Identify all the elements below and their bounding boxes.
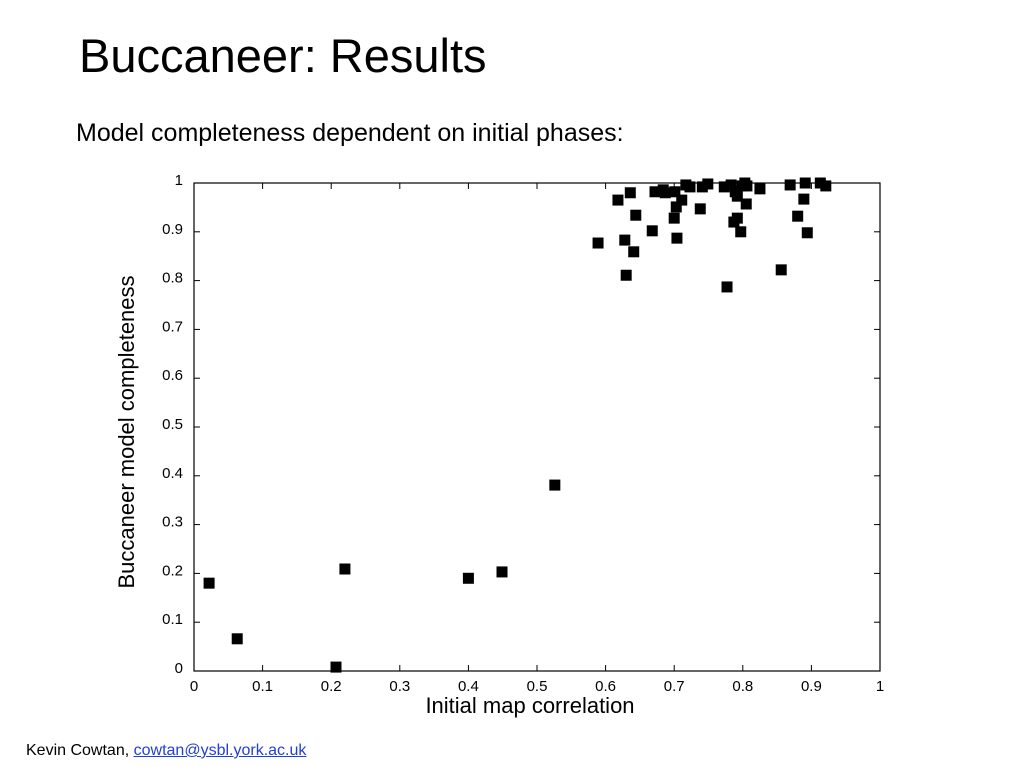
y-axis-label: Buccaneer model completeness xyxy=(114,275,139,588)
x-axis-label: Initial map correlation xyxy=(425,693,634,718)
point xyxy=(784,179,796,191)
point xyxy=(754,183,766,195)
y-tick-label: 0.6 xyxy=(162,367,183,384)
point xyxy=(740,198,752,210)
point xyxy=(731,190,743,202)
point xyxy=(330,661,342,673)
slide-subtitle: Model completeness dependent on initial … xyxy=(76,119,624,147)
point xyxy=(549,479,561,491)
x-tick-label: 0.2 xyxy=(321,678,342,695)
point xyxy=(792,210,804,222)
point xyxy=(671,232,683,244)
point xyxy=(721,281,733,293)
point xyxy=(684,181,696,193)
x-tick-label: 0.7 xyxy=(664,678,685,695)
point xyxy=(799,177,811,189)
y-tick-label: 0.2 xyxy=(162,562,183,579)
email-link[interactable]: cowtan@ysbl.york.ac.uk xyxy=(133,742,307,759)
point xyxy=(669,186,681,198)
slide-title: Buccaneer: Results xyxy=(79,29,487,82)
y-tick-label: 1 xyxy=(175,172,183,189)
point xyxy=(725,179,737,191)
point xyxy=(462,572,474,584)
point xyxy=(659,187,671,199)
point xyxy=(620,269,632,281)
x-tick-label: 0.5 xyxy=(527,678,548,695)
x-tick-label: 0.6 xyxy=(595,678,616,695)
point xyxy=(798,193,810,205)
point xyxy=(820,180,832,192)
x-tick-label: 0.1 xyxy=(252,678,273,695)
footer: Kevin Cowtan, cowtan@ysbl.york.ac.uk xyxy=(26,742,306,760)
author: Kevin Cowtan, xyxy=(26,742,130,759)
point xyxy=(339,563,351,575)
point xyxy=(702,178,714,190)
point xyxy=(775,264,787,276)
y-tick-label: 0.7 xyxy=(162,318,183,335)
x-tick-label: 0.9 xyxy=(801,678,822,695)
x-tick-label: 1 xyxy=(876,678,884,695)
point xyxy=(668,212,680,224)
y-tick-label: 0.8 xyxy=(162,270,183,287)
point xyxy=(630,209,642,221)
point xyxy=(735,226,747,238)
x-tick-label: 0.8 xyxy=(732,678,753,695)
point xyxy=(592,237,604,249)
point xyxy=(231,633,243,645)
x-tick-label: 0 xyxy=(190,678,198,695)
plot-frame xyxy=(193,182,881,672)
point xyxy=(203,577,215,589)
x-tick-label: 0.3 xyxy=(389,678,410,695)
point xyxy=(694,203,706,215)
x-tick-label: 0.4 xyxy=(458,678,479,695)
y-tick-label: 0.4 xyxy=(162,465,183,482)
point xyxy=(670,201,682,213)
point xyxy=(649,186,661,198)
point xyxy=(496,566,508,578)
point xyxy=(718,181,730,193)
point xyxy=(619,234,631,246)
point xyxy=(612,194,624,206)
y-tick-label: 0.1 xyxy=(162,611,183,628)
point xyxy=(741,180,753,192)
point xyxy=(731,212,743,224)
y-tick-label: 0.5 xyxy=(162,416,183,433)
point xyxy=(676,194,688,206)
y-tick-label: 0.9 xyxy=(162,221,183,238)
point xyxy=(628,246,640,258)
y-tick-label: 0 xyxy=(175,660,183,677)
point xyxy=(646,225,658,237)
y-tick-label: 0.3 xyxy=(162,514,183,531)
point xyxy=(801,227,813,239)
point xyxy=(624,187,636,199)
